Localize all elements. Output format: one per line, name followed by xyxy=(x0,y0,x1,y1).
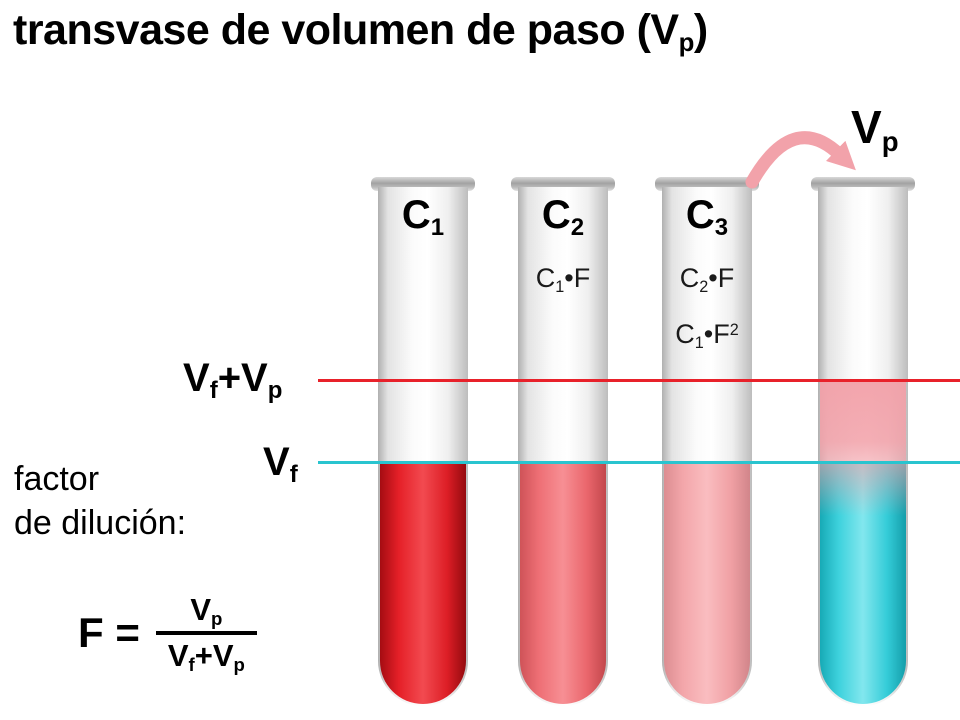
fraction-denominator: Vf+Vp xyxy=(167,638,245,676)
fraction-numerator: Vp xyxy=(190,592,223,630)
fraction-bar xyxy=(155,631,257,635)
tube-c3-glass xyxy=(662,187,752,706)
title-text: transvase de volumen de paso (V xyxy=(13,6,679,54)
tube-c3-concentration-formula-2: C1•F2 xyxy=(675,319,739,352)
tube-c3-concentration-formula-1: C2•F xyxy=(679,263,735,296)
tube-c1-label: C1 xyxy=(401,193,445,241)
tube-c2-concentration-formula: C1•F xyxy=(535,263,591,296)
tube-c3-label: C3 xyxy=(685,193,729,241)
factor-caption-line2: de dilución: xyxy=(14,503,187,542)
factor-caption-line1: factor xyxy=(14,460,100,498)
tube-4-transferred-volume xyxy=(820,381,906,516)
vf-plus-vp-level-line xyxy=(318,379,960,382)
title-suffix: ) xyxy=(693,6,708,54)
tube-4-glass xyxy=(818,187,908,706)
dilution-factor-formula: F = Vp Vf+Vp xyxy=(78,592,257,674)
vp-transfer-label: Vp xyxy=(851,100,899,157)
vf-plus-vp-label: Vf+Vp xyxy=(183,356,283,404)
vp-label-sub: p xyxy=(881,125,899,157)
vf-label: Vf xyxy=(263,440,298,488)
tube-c2-label: C2 xyxy=(541,193,585,241)
title-subscript: p xyxy=(678,29,695,58)
tube-c2-liquid xyxy=(520,464,606,704)
vp-label-main: V xyxy=(851,101,882,153)
tube-c2-glass xyxy=(518,187,608,706)
tube-c3-liquid xyxy=(664,464,750,704)
tube-c1-glass xyxy=(378,187,468,706)
test-tube-c3: C3 C2•F C1•F2 xyxy=(655,177,759,706)
test-tube-receiving xyxy=(811,177,915,706)
vf-level-line xyxy=(318,461,960,464)
formula-fraction: Vp Vf+Vp xyxy=(155,592,257,676)
tube-c1-liquid xyxy=(380,464,466,704)
dilution-factor-caption: factor de dilución: xyxy=(14,458,186,545)
formula-lhs: F = xyxy=(78,609,140,656)
diagram-title: transvase de volumen de paso (Vp) xyxy=(13,6,708,58)
test-tube-c2: C2 C1•F xyxy=(511,177,615,706)
test-tube-c1: C1 xyxy=(371,177,475,706)
